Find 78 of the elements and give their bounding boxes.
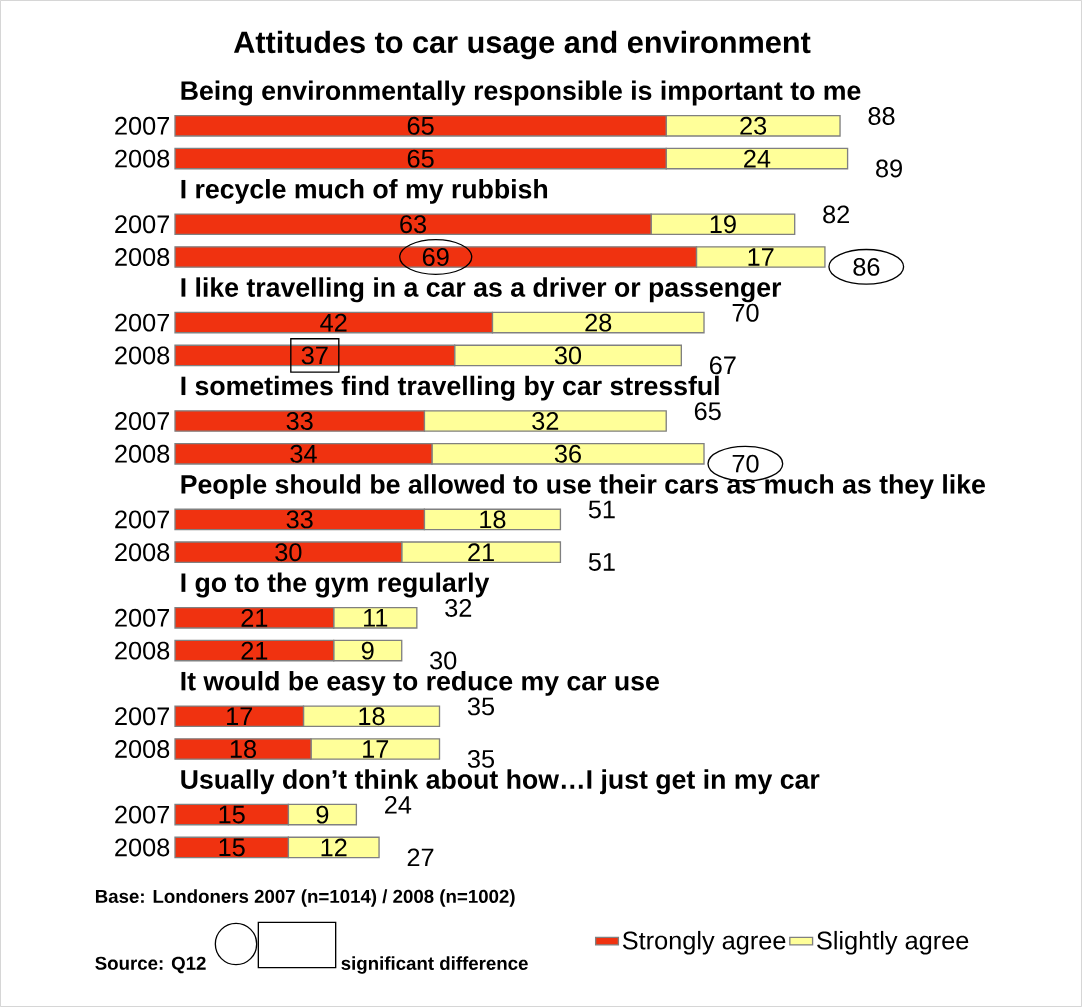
data-label: 21 — [241, 641, 268, 660]
data-label: 15 — [219, 838, 245, 857]
data-label: 33 — [286, 510, 313, 529]
data-label: 65 — [407, 116, 434, 135]
y-tick-label: 2007 — [115, 215, 170, 234]
y-tick-label: 2007 — [115, 313, 170, 332]
data-label: 28 — [585, 313, 612, 332]
data-label: 36 — [554, 444, 581, 463]
y-tick-label: 2008 — [115, 248, 170, 266]
data-label: 18 — [359, 707, 385, 726]
data-label: 69 — [422, 248, 449, 266]
data-label: 23 — [740, 116, 767, 135]
y-tick-label: 2008 — [115, 740, 170, 758]
annotation: Usually don’t think about how…I just get in my car — [181, 769, 820, 795]
total-label: 88 — [868, 107, 895, 125]
data-label: 11 — [364, 609, 388, 627]
total-label: 30 — [430, 651, 457, 670]
total-label: 86 — [853, 257, 880, 276]
annotation: I recycle much of my rubbish — [181, 178, 548, 204]
annotation: People should be allowed to use their cars as much as they like — [181, 474, 985, 500]
text: Base: Londoners 2007 (n=1014) / 2008 (n=1002) — [95, 889, 515, 907]
data-label: 33 — [286, 412, 313, 430]
total-label: 89 — [876, 159, 902, 178]
data-label: 42 — [320, 313, 347, 332]
annotation: I sometimes find travelling by car stressful — [181, 375, 719, 401]
data-label: 32 — [532, 412, 559, 430]
data-label: 34 — [290, 444, 317, 463]
annotation: I like travelling in a car as a driver or passenger — [181, 277, 782, 303]
total-label: 67 — [710, 356, 736, 375]
data-label: 21 — [241, 608, 268, 627]
total-label: 35 — [467, 749, 495, 768]
data-label: 12 — [321, 838, 347, 857]
annotation: I go to the gym regularly — [181, 572, 490, 598]
data-label: 24 — [744, 149, 771, 168]
legend-label: Slightly agree — [817, 930, 969, 955]
y-tick-label: 2007 — [115, 116, 170, 135]
data-label: 18 — [230, 740, 256, 758]
y-tick-label: 2007 — [115, 412, 170, 430]
data-label: 63 — [400, 215, 427, 234]
data-label: 9 — [361, 641, 374, 660]
y-tick-label: 2007 — [115, 608, 170, 627]
total-label: 82 — [823, 205, 849, 224]
total-label: 70 — [732, 303, 759, 322]
y-tick-label: 2008 — [115, 149, 170, 168]
total-label: 35 — [467, 697, 495, 716]
y-tick-label: 2007 — [115, 510, 170, 529]
y-tick-label: 2008 — [115, 543, 170, 562]
chart-title: Attitudes to car usage and environment — [233, 30, 811, 60]
total-label: 32 — [445, 599, 472, 617]
y-tick-label: 2008 — [115, 838, 170, 857]
y-tick-label: 2008 — [115, 444, 170, 463]
total-label: 51 — [588, 553, 615, 571]
total-label: 27 — [407, 848, 434, 867]
annotation: Being environmentally responsible is important to me — [181, 80, 861, 106]
total-label: 70 — [732, 454, 759, 473]
data-label: 19 — [710, 215, 736, 234]
source-note: Source: Q12 — [95, 956, 206, 974]
total-label: 24 — [385, 795, 412, 814]
y-tick-label: 2008 — [115, 641, 170, 660]
data-label: 18 — [480, 510, 506, 529]
annotation: It would be easy to reduce my car use — [181, 670, 659, 696]
legend-label: Strongly agree — [622, 930, 786, 955]
data-label: 17 — [363, 740, 389, 758]
y-tick-label: 2007 — [115, 707, 170, 726]
data-label: 30 — [275, 543, 302, 562]
data-label: 9 — [316, 805, 329, 824]
text: significant difference — [341, 956, 528, 974]
data-label: 21 — [468, 543, 494, 562]
y-tick-label: 2007 — [115, 805, 170, 824]
data-label: 15 — [219, 805, 245, 824]
total-label: 51 — [588, 500, 615, 519]
total-label: 65 — [694, 402, 721, 421]
data-label: 30 — [554, 346, 582, 365]
y-tick-label: 2008 — [115, 346, 170, 365]
data-label: 37 — [301, 346, 328, 365]
data-label: 65 — [407, 149, 434, 168]
data-label: 17 — [227, 707, 253, 725]
data-label: 17 — [748, 248, 774, 266]
